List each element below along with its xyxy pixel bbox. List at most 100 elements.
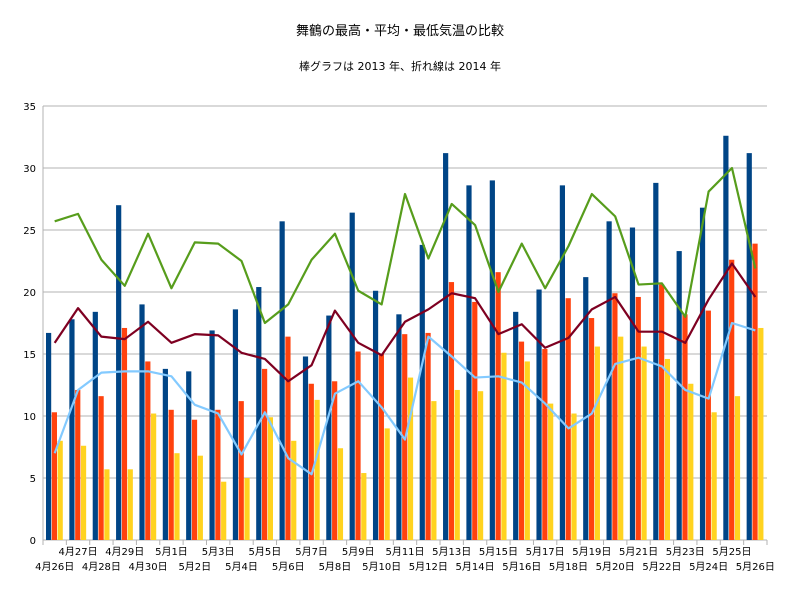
bar: [583, 277, 589, 540]
x-tick-label: 5月11日: [385, 546, 424, 558]
bar: [477, 391, 484, 540]
bar: [513, 311, 519, 540]
lines: [53, 166, 757, 476]
x-tick-label: 4月26日: [35, 561, 74, 573]
x-tick-label: 5月26日: [736, 561, 775, 573]
bar: [209, 330, 215, 540]
bar: [536, 289, 542, 540]
bar: [454, 389, 460, 540]
bar: [588, 318, 595, 540]
bar: [659, 284, 665, 540]
bar: [384, 428, 390, 540]
x-tick-label: 5月24日: [689, 561, 728, 573]
bar: [524, 361, 530, 540]
series-line: [53, 321, 756, 476]
bar: [378, 354, 384, 540]
x-tick-label: 5月19日: [572, 546, 611, 558]
y-tick-label: 10: [23, 412, 36, 423]
bar: [261, 368, 268, 540]
bar: [168, 409, 174, 540]
x-tick-label: 5月20日: [596, 561, 635, 573]
bar: [57, 440, 63, 540]
x-tick-label: 5月9日: [342, 546, 375, 558]
bar: [326, 315, 332, 540]
bar: [606, 221, 612, 540]
bar: [518, 341, 525, 540]
bar: [699, 207, 706, 540]
x-tick-label: 5月2日: [178, 561, 211, 573]
series-line: [53, 262, 757, 383]
x-tick-label: 5月14日: [456, 561, 495, 573]
bar: [635, 296, 641, 540]
bars: [46, 135, 764, 541]
bar: [396, 314, 402, 540]
bar: [448, 282, 455, 540]
bar: [653, 182, 659, 540]
x-tick-label: 5月10日: [362, 561, 401, 573]
bar: [162, 368, 168, 540]
bar: [127, 469, 133, 540]
bar: [431, 401, 437, 540]
x-tick-label: 5月5日: [249, 546, 282, 558]
x-tick-label: 4月29日: [105, 546, 144, 558]
x-tick-label: 5月23日: [666, 546, 705, 558]
bar: [752, 243, 758, 540]
x-tick-label: 5月3日: [202, 546, 235, 558]
x-tick-label: 4月27日: [58, 546, 97, 558]
bar: [729, 259, 735, 540]
bar: [308, 383, 314, 540]
bar: [711, 412, 717, 540]
bar: [734, 396, 741, 540]
chart-subtitle: 棒グラフは 2013 年、折れ線は 2014 年: [299, 59, 501, 73]
bar: [594, 346, 600, 540]
bar: [98, 396, 104, 540]
bar: [302, 356, 309, 540]
bar: [495, 272, 501, 540]
bar: [746, 153, 752, 540]
y-tick-label: 25: [23, 226, 36, 237]
bar: [629, 227, 636, 540]
bar: [151, 413, 157, 540]
bar: [69, 319, 75, 540]
bar: [104, 469, 110, 540]
bar: [80, 445, 87, 540]
bar: [46, 332, 52, 540]
bar: [407, 377, 414, 540]
x-tick-label: 5月1日: [155, 546, 188, 558]
bar: [221, 481, 227, 540]
bar: [565, 298, 571, 540]
x-tick-label: 5月8日: [319, 561, 352, 573]
bar: [337, 448, 344, 540]
x-tick-label: 5月25日: [712, 546, 751, 558]
bar: [688, 383, 694, 540]
bar: [291, 440, 297, 540]
bar: [314, 399, 320, 540]
y-tick-label: 20: [23, 288, 36, 299]
bar: [238, 401, 244, 540]
bar: [75, 389, 81, 540]
x-tick-label: 5月16日: [502, 561, 541, 573]
bar: [139, 304, 145, 540]
y-tick-label: 0: [30, 536, 36, 547]
bar: [174, 453, 180, 540]
x-tick-label: 5月22日: [642, 561, 681, 573]
bar: [279, 221, 285, 540]
bar: [232, 309, 239, 540]
bar: [682, 314, 688, 540]
series-line: [54, 166, 757, 325]
bar: [676, 251, 682, 540]
bar: [121, 327, 128, 540]
bar: [186, 371, 192, 540]
y-tick-label: 30: [23, 164, 36, 175]
bar: [472, 301, 478, 540]
bar: [215, 409, 221, 540]
bar: [191, 419, 198, 540]
x-tick-label: 4月30日: [129, 561, 168, 573]
bar: [361, 473, 367, 540]
bar: [285, 336, 291, 540]
bar: [618, 336, 624, 540]
bar: [559, 185, 566, 541]
x-tick-label: 5月15日: [479, 546, 518, 558]
axes: 0 5 10 15 20 25 30 35 4月26日 4月27日 4月28日 4月29日 4月30日 5…: [23, 102, 775, 573]
